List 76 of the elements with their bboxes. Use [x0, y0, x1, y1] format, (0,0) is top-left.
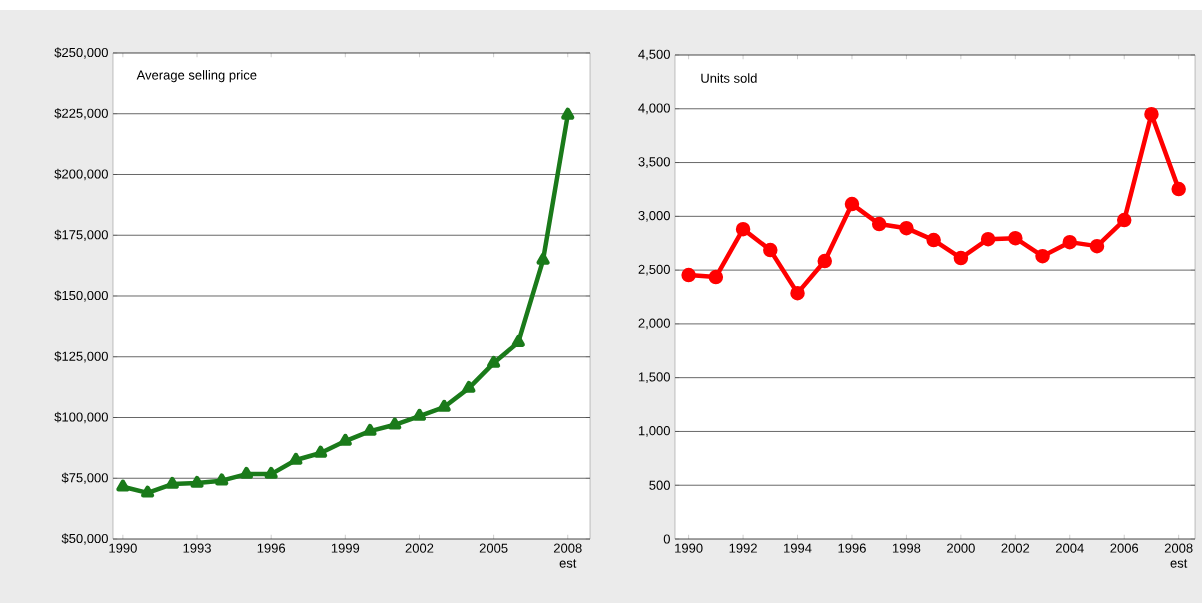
x-tick-label: 1994	[784, 543, 812, 553]
point	[708, 269, 724, 285]
point	[264, 466, 278, 479]
point	[363, 423, 377, 436]
x-tick-label: 1996	[838, 543, 866, 553]
point	[462, 380, 476, 393]
y-tick-label: $100,000	[54, 411, 108, 424]
x-tick-label: 1992	[729, 543, 757, 553]
y-tick-label: $175,000	[54, 229, 108, 241]
point	[215, 473, 229, 486]
y-tick-label: $200,000	[54, 168, 108, 181]
text: Average selling price	[136, 70, 257, 83]
point	[116, 479, 130, 492]
x-tick-label: 2002	[405, 543, 434, 553]
y-tick-label: 3,000	[638, 210, 670, 222]
point	[190, 475, 204, 488]
point	[817, 253, 832, 269]
point	[412, 408, 427, 421]
point	[165, 476, 179, 489]
point	[735, 221, 751, 237]
y-tick-label: 4,500	[638, 49, 670, 61]
point	[844, 196, 860, 212]
y-tick-label: $225,000	[54, 108, 108, 120]
x-tick-label: 2005	[479, 543, 508, 553]
point	[1035, 248, 1050, 264]
x-tick-label: 1999	[331, 543, 360, 553]
point	[437, 399, 451, 412]
point	[1171, 181, 1186, 197]
y-tick-label: $250,000	[54, 47, 108, 59]
y-tick-label: 0	[663, 534, 670, 544]
y-tick-label: $125,000	[54, 351, 108, 363]
point	[1089, 238, 1105, 254]
x-tick-label: 1990	[675, 543, 703, 553]
x-tick-label: 1993	[183, 543, 211, 553]
text: Units sold	[701, 73, 757, 83]
point	[763, 242, 778, 258]
point	[561, 107, 575, 120]
point	[980, 231, 996, 247]
point	[953, 250, 969, 266]
point	[289, 452, 303, 465]
y-tick-label: 1,500	[638, 372, 670, 384]
y-tick-label: 1,000	[638, 426, 670, 437]
point	[1144, 106, 1159, 122]
point	[141, 485, 155, 498]
point	[338, 433, 352, 446]
y-tick-label: 4,000	[638, 103, 670, 115]
x-tick-label: 2000	[947, 543, 975, 553]
point	[681, 267, 696, 283]
x-tick-label: 2002	[1001, 543, 1030, 553]
x-tick-label: 1990	[109, 543, 137, 553]
y-tick-label: 2,000	[638, 318, 670, 330]
point	[1008, 230, 1023, 246]
point	[314, 445, 328, 458]
x-tick-label: 2006	[1110, 543, 1139, 553]
point	[239, 466, 254, 479]
x-tick-label: 2004	[1055, 543, 1084, 553]
x-tick-label: 1998	[892, 543, 921, 553]
point	[388, 417, 402, 430]
point	[790, 285, 805, 301]
x-tick-label: 2008 est	[553, 543, 582, 568]
point	[511, 334, 525, 347]
y-tick-label: 2,500	[638, 264, 670, 276]
x-tick-label: 1996	[257, 543, 286, 553]
point	[926, 232, 941, 248]
point	[487, 355, 501, 368]
y-tick-label: $50,000	[61, 533, 108, 545]
point	[899, 220, 914, 236]
point	[1062, 234, 1078, 250]
y-tick-label: $75,000	[61, 472, 108, 484]
y-tick-label: 3,500	[638, 157, 670, 168]
y-tick-label: $150,000	[54, 290, 108, 302]
point	[1116, 212, 1132, 228]
x-tick-label: 2008 est	[1164, 543, 1193, 568]
y-tick-label: 500	[649, 480, 670, 490]
point	[536, 252, 550, 265]
point	[871, 216, 887, 232]
